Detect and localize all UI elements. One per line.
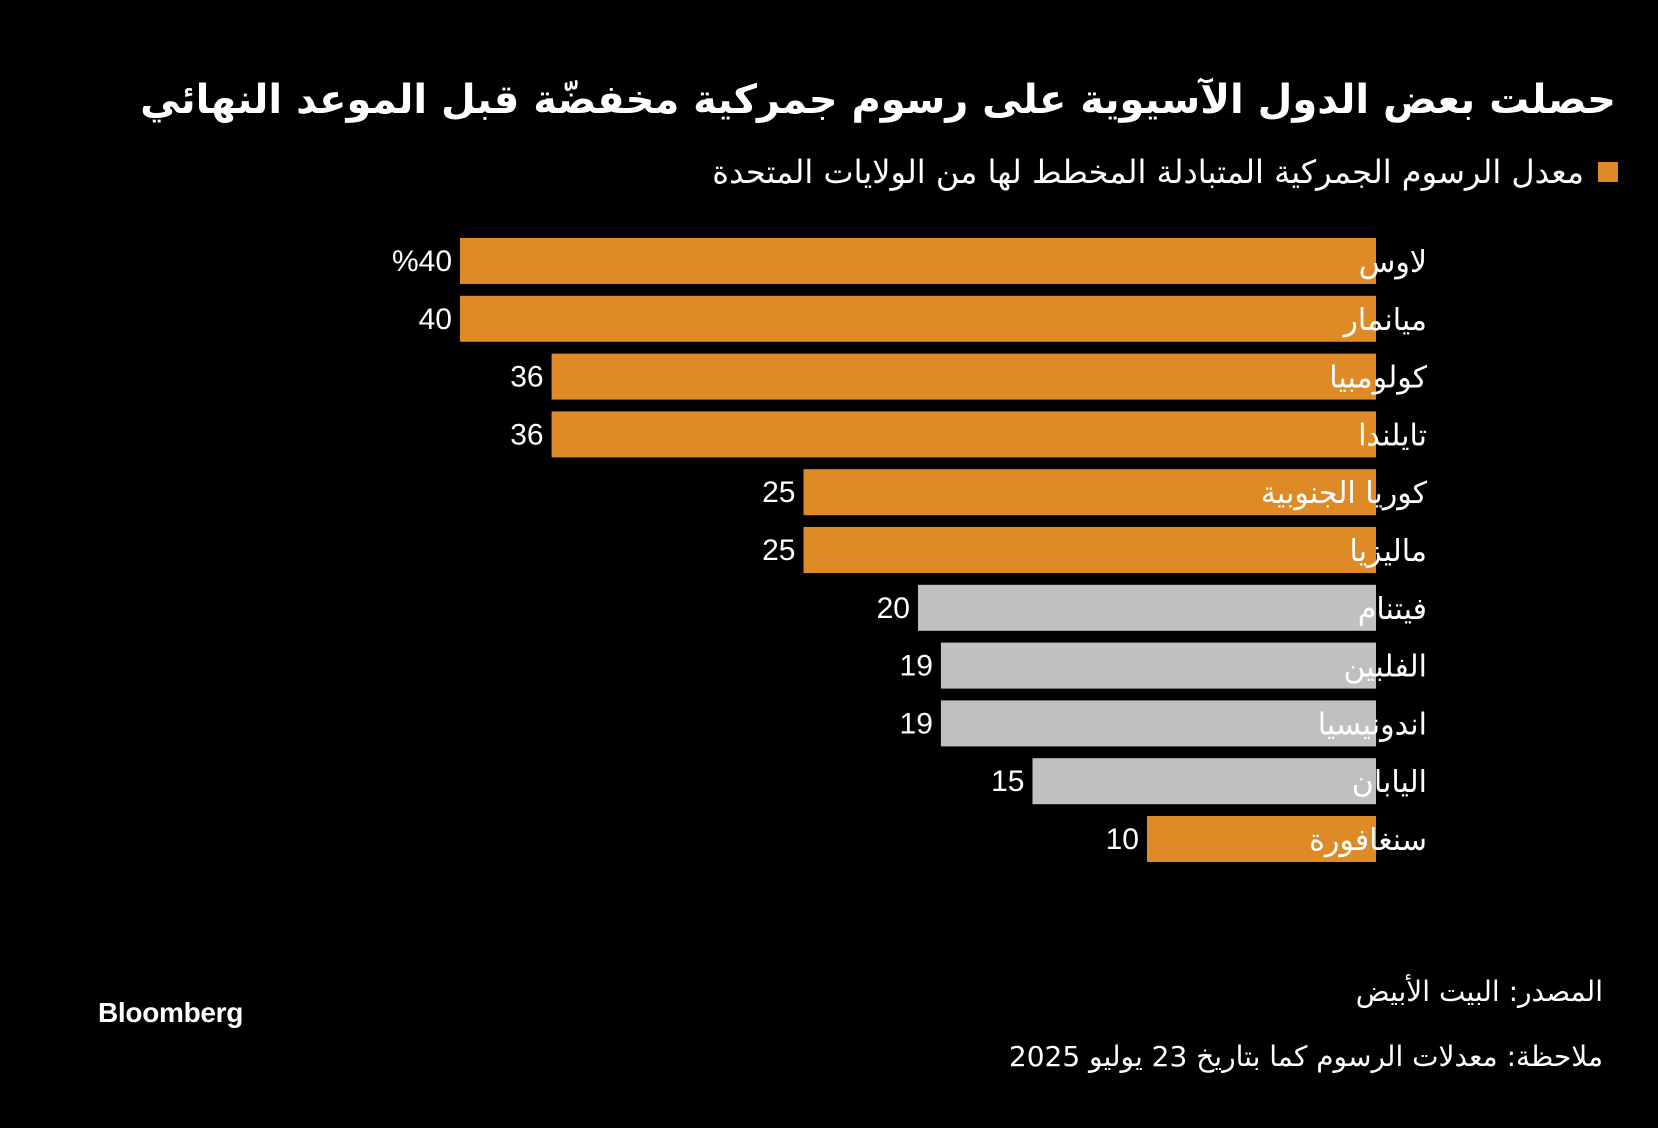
value-label-3: 36 — [510, 418, 543, 451]
bar-7 — [940, 642, 1376, 689]
bar-8 — [940, 700, 1376, 747]
bar-1 — [460, 295, 1376, 342]
category-label-0: لاوس — [1359, 245, 1427, 280]
category-label-1: ميانمار — [1341, 303, 1427, 338]
value-label-9: 15 — [991, 765, 1024, 798]
category-label-9: اليابان — [1352, 765, 1427, 800]
bar-0 — [460, 238, 1376, 284]
source-note: المصدر: البيت الأبيض — [1355, 975, 1603, 1008]
value-label-1: 40 — [419, 303, 452, 336]
legend-label: معدل الرسوم الجمركية المتبادلة المخطط له… — [712, 153, 1584, 191]
category-label-10: سنغافورة — [1309, 823, 1427, 858]
value-label-5: 25 — [762, 534, 795, 567]
bar-10 — [1147, 816, 1376, 862]
bar-6 — [918, 584, 1376, 631]
value-label-10: 10 — [1106, 823, 1139, 856]
category-label-2: كولومبيا — [1329, 361, 1427, 396]
legend-swatch — [1598, 162, 1618, 182]
category-label-6: فيتنام — [1358, 592, 1427, 627]
value-label-2: 36 — [510, 361, 543, 394]
category-label-5: ماليزيا — [1350, 534, 1427, 569]
bar-5 — [803, 527, 1376, 573]
category-label-8: اندونيسيا — [1318, 707, 1427, 742]
value-label-6: 20 — [877, 592, 910, 625]
bar-9 — [1032, 758, 1376, 805]
legend: معدل الرسوم الجمركية المتبادلة المخطط له… — [712, 150, 1618, 194]
bar-4 — [803, 469, 1376, 516]
bar-3 — [551, 411, 1376, 458]
value-label-8: 19 — [900, 707, 933, 740]
category-label-3: تايلندا — [1358, 418, 1427, 453]
date-note: ملاحظة: معدلات الرسوم كما بتاريخ 23 يولي… — [1008, 1040, 1603, 1073]
bloomberg-logo: Bloomberg — [98, 997, 244, 1028]
category-label-7: الفلبين — [1343, 650, 1427, 685]
value-label-0: %40 — [392, 245, 452, 278]
category-label-4: كوريا الجنوبية — [1261, 476, 1428, 511]
value-label-7: 19 — [900, 650, 933, 683]
chart-title: حصلت بعض الدول الآسيوية على رسوم جمركية … — [140, 77, 1616, 123]
value-label-4: 25 — [762, 476, 795, 509]
bar-2 — [551, 353, 1376, 400]
